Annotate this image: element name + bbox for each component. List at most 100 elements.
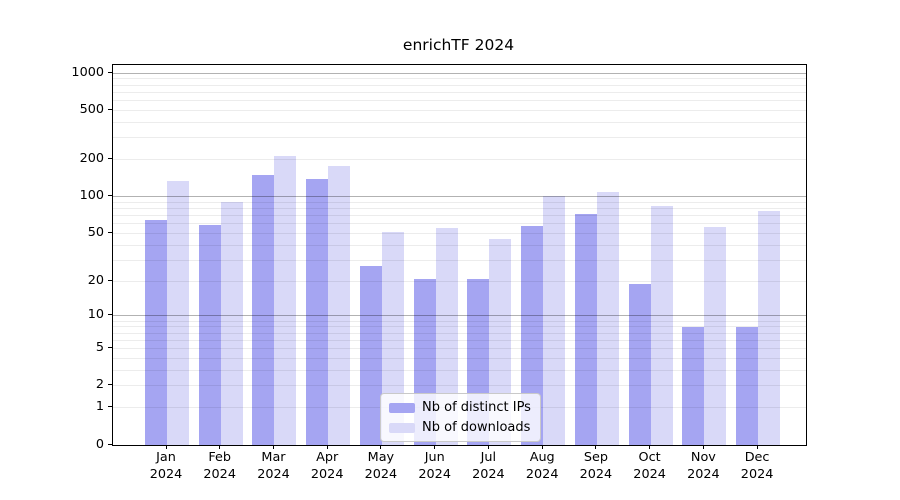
minor-gridline — [113, 91, 806, 93]
y-tick-label: 20 — [87, 272, 104, 288]
plot-area — [112, 64, 807, 446]
bar-downloads-oct — [650, 205, 673, 445]
y-tick-mark — [108, 314, 112, 316]
bar-downloads-sep — [596, 192, 619, 445]
y-tick-mark — [108, 231, 112, 233]
major-gridline — [113, 72, 806, 74]
x-tick-mark — [165, 445, 167, 449]
x-tick-mark — [219, 445, 221, 449]
minor-gridline — [113, 357, 806, 359]
x-tick-year: 2024 — [418, 466, 451, 482]
minor-gridline — [113, 215, 806, 216]
legend-swatch-distinct-ips-icon — [389, 402, 415, 413]
legend-label-distinct-ips: Nb of distinct IPs — [422, 400, 531, 415]
x-tick-label-mar: Mar 2024 — [244, 450, 304, 483]
y-tick-label: 500 — [79, 101, 104, 117]
minor-gridline — [113, 320, 806, 322]
x-tick-label-jul: Jul 2024 — [458, 450, 518, 483]
y-tick-mark — [108, 71, 112, 73]
bar-distinct-ips-may — [359, 265, 382, 445]
x-tick-year: 2024 — [633, 466, 666, 482]
y-tick-mark — [108, 279, 112, 281]
bar-distinct-ips-dec — [736, 326, 759, 445]
x-tick-mark — [756, 445, 758, 449]
chart-title: enrichTF 2024 — [402, 36, 515, 54]
x-tick-mark — [434, 445, 436, 449]
bar-downloads-dec — [758, 211, 781, 445]
y-tick-label: 1 — [95, 399, 104, 415]
minor-gridline — [113, 223, 806, 225]
bar-downloads-mar — [274, 156, 297, 445]
bar-distinct-ips-jan — [145, 220, 167, 445]
bar-downloads-nov — [704, 227, 727, 445]
y-tick-label: 2 — [95, 377, 104, 393]
minor-gridline — [113, 158, 806, 160]
bar-distinct-ips-mar — [252, 174, 275, 445]
x-tick-year: 2024 — [149, 466, 183, 482]
x-tick-label-oct: Oct 2024 — [620, 450, 680, 483]
major-gridline — [113, 315, 806, 317]
bar-downloads-jan — [167, 180, 189, 445]
legend-entry-distinct-ips: Nb of distinct IPs — [389, 399, 531, 416]
minor-gridline — [113, 207, 806, 209]
x-tick-mark — [326, 445, 328, 449]
major-gridline — [113, 196, 806, 197]
x-tick-label-feb: Feb 2024 — [190, 450, 250, 483]
x-tick-label-nov: Nov 2024 — [673, 450, 733, 483]
y-tick-label: 10 — [87, 307, 104, 323]
x-tick-year: 2024 — [740, 466, 774, 482]
bar-distinct-ips-aug — [521, 226, 544, 445]
plot-canvas — [113, 65, 806, 445]
bar-distinct-ips-apr — [306, 179, 329, 445]
x-tick-mark — [649, 445, 651, 449]
x-tick-mark — [273, 445, 274, 449]
minor-gridline — [113, 326, 806, 328]
minor-gridline — [113, 244, 806, 246]
x-tick-mark — [595, 445, 597, 449]
y-tick-label: 50 — [87, 224, 104, 240]
x-tick-mark — [702, 445, 704, 449]
bar-downloads-jun — [435, 228, 458, 445]
x-tick-mark — [487, 445, 489, 449]
legend-swatch-downloads-icon — [389, 422, 415, 433]
bar-distinct-ips-nov — [682, 326, 705, 445]
y-tick-label: 5 — [95, 340, 104, 355]
y-tick-label: 0 — [95, 436, 104, 452]
legend: Nb of distinct IPs Nb of downloads — [380, 393, 541, 442]
bar-distinct-ips-oct — [628, 283, 651, 445]
x-tick-year: 2024 — [310, 466, 344, 482]
y-tick-mark — [108, 195, 112, 196]
minor-gridline — [113, 109, 806, 111]
x-tick-mark — [541, 445, 543, 449]
bar-distinct-ips-sep — [574, 214, 597, 445]
x-tick-label-apr: Apr 2024 — [297, 450, 357, 483]
y-tick-mark — [108, 406, 112, 408]
bar-distinct-ips-feb — [198, 224, 221, 445]
x-tick-year: 2024 — [687, 466, 720, 482]
x-tick-year: 2024 — [203, 466, 236, 482]
minor-gridline — [113, 137, 806, 139]
bar-downloads-apr — [328, 166, 351, 445]
minor-gridline — [113, 348, 806, 349]
x-tick-year: 2024 — [472, 466, 505, 482]
minor-gridline — [113, 78, 806, 80]
x-tick-year: 2024 — [364, 466, 398, 482]
x-tick-year: 2024 — [525, 466, 559, 482]
minor-gridline — [113, 100, 806, 101]
y-tick-label: 100 — [79, 188, 104, 203]
y-tick-mark — [108, 347, 112, 348]
y-tick-mark — [108, 157, 112, 159]
y-tick-mark — [108, 384, 112, 386]
x-tick-label-jun: Jun 2024 — [405, 450, 465, 483]
x-tick-mark — [380, 445, 382, 449]
minor-gridline — [113, 369, 806, 371]
minor-gridline — [113, 121, 806, 123]
y-tick-label: 200 — [79, 150, 104, 166]
y-tick-label: 1000 — [71, 64, 104, 80]
x-tick-label-may: May 2024 — [351, 450, 411, 483]
minor-gridline — [113, 280, 806, 282]
minor-gridline — [113, 232, 806, 234]
x-tick-year: 2024 — [579, 466, 613, 482]
x-tick-label-sep: Sep 2024 — [566, 450, 626, 483]
